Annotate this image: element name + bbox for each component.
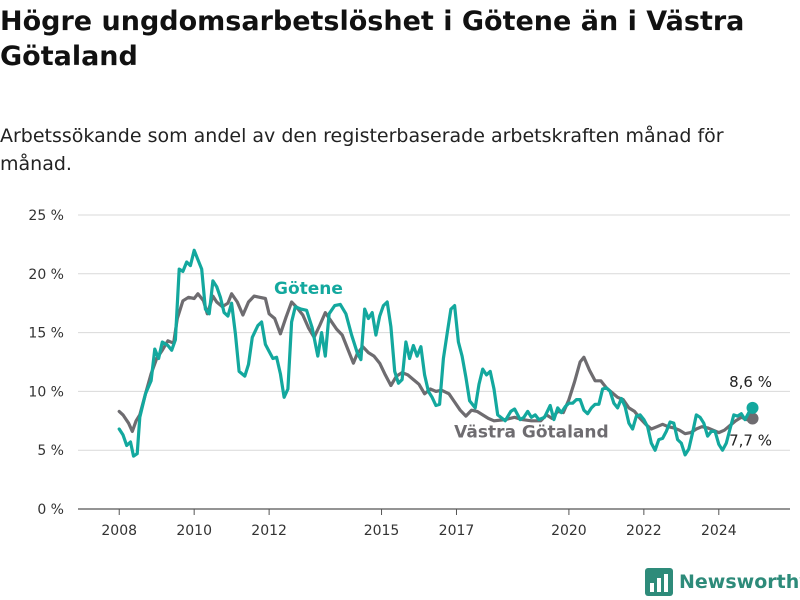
y-tick-label: 20 % xyxy=(28,267,64,283)
series-line-vastra-gotaland xyxy=(117,292,755,436)
chart-subtitle: Arbetssökande som andel av den registerb… xyxy=(0,125,724,175)
x-tick-label: 2008 xyxy=(101,523,137,539)
x-tick-label: 2010 xyxy=(176,523,212,539)
y-tick-label: 15 % xyxy=(28,326,64,342)
newsworthy-logo: Newsworthy xyxy=(645,568,800,596)
y-tick-label: 10 % xyxy=(28,384,64,400)
end-point-gotene xyxy=(746,401,759,414)
x-tick-label: 2015 xyxy=(364,523,400,539)
y-tick-label: 0 % xyxy=(37,502,64,518)
series-line-gotene xyxy=(117,248,755,458)
series-label-vastra-gotaland: Västra Götaland xyxy=(454,422,609,442)
y-axis: 0 % 5 % 10 % 15 % 20 % 25 % xyxy=(28,208,64,518)
series-labels: Västra Götaland Götene 8,6 % 7,7 % xyxy=(272,277,772,450)
end-value-label-vastra-gotaland: 7,7 % xyxy=(729,431,772,449)
grid xyxy=(78,214,790,510)
x-tick-label: 2012 xyxy=(251,523,287,539)
brand-name: Newsworthy xyxy=(679,571,800,593)
x-axis: 2008 2010 2012 2015 2017 2020 2022 2024 xyxy=(101,509,737,539)
x-tick-label: 2024 xyxy=(701,523,737,539)
x-tick-label: 2020 xyxy=(551,523,587,539)
x-tick-label: 2022 xyxy=(626,523,662,539)
series-lines xyxy=(117,248,759,458)
bar-chart-logo-icon xyxy=(645,568,673,596)
x-tick-label: 2017 xyxy=(439,523,475,539)
y-tick-label: 5 % xyxy=(37,443,64,459)
end-point-vastra-gotaland xyxy=(746,412,759,425)
series-label-gotene: Götene xyxy=(274,279,343,299)
chart-title: Högre ungdomsarbetslöshet i Götene än i … xyxy=(0,6,745,72)
end-value-label-gotene: 8,6 % xyxy=(729,373,772,391)
y-tick-label: 25 % xyxy=(28,208,64,224)
